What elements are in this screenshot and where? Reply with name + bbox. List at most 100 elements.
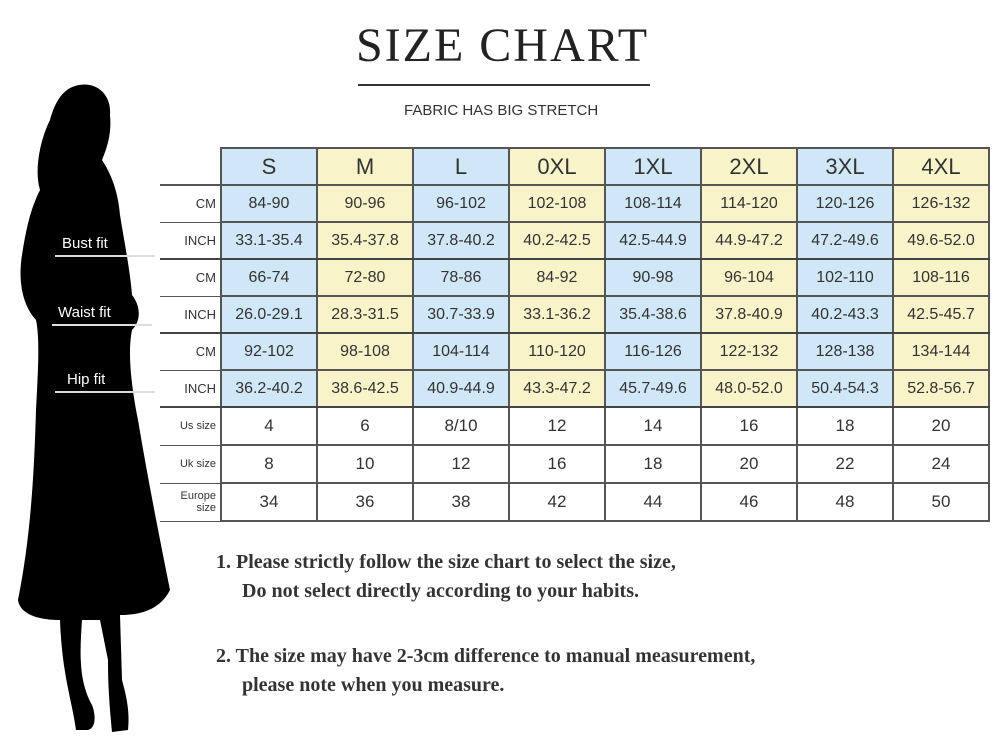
table-cell: 96-104 [700, 258, 798, 297]
table-cell: 20 [892, 406, 990, 446]
table-cell: 4 [220, 406, 318, 446]
table-cell: 48 [796, 482, 894, 522]
table-row: INCH 26.0-29.1 28.3-31.5 30.7-33.9 33.1-36.2… [160, 295, 990, 334]
table-row: CM 66-74 72-80 78-86 84-92 90-98 96-104 102-110… [160, 258, 990, 297]
table-cell: 26.0-29.1 [220, 295, 318, 334]
table-cell: 114-120 [700, 184, 798, 223]
table-cell: 20 [700, 444, 798, 484]
table-cell: 8/10 [412, 406, 510, 446]
size-header: L [412, 147, 510, 186]
row-label: INCH [160, 296, 222, 334]
table-cell: 47.2-49.6 [796, 221, 894, 260]
table-cell: 116-126 [604, 332, 702, 371]
table-cell: 10 [316, 444, 414, 484]
table-cell: 34 [220, 482, 318, 522]
note-1-line-2: Do not select directly according to your… [242, 580, 640, 602]
table-cell: 90-96 [316, 184, 414, 223]
table-cell: 104-114 [412, 332, 510, 371]
row-label: INCH [160, 370, 222, 408]
table-cell: 108-114 [604, 184, 702, 223]
size-header: S [220, 147, 318, 186]
row-label: INCH [160, 222, 222, 260]
table-cell: 46 [700, 482, 798, 522]
chart-subtitle: FABRIC HAS BIG STRETCH [404, 102, 599, 119]
table-cell: 38.6-42.5 [316, 369, 414, 408]
table-row: Europe size 34 36 38 42 44 46 48 50 [160, 482, 990, 522]
table-cell: 98-108 [316, 332, 414, 371]
table-cell: 36.2-40.2 [220, 369, 318, 408]
row-label: Us size [160, 407, 222, 446]
table-cell: 12 [412, 444, 510, 484]
woman-silhouette-icon [18, 84, 170, 733]
table-row: CM 84-90 90-96 96-102 102-108 108-114 114-120 1… [160, 184, 990, 223]
table-cell: 128-138 [796, 332, 894, 371]
note-2: 2. The size may have 2-3cm difference to… [216, 642, 755, 700]
table-cell: 96-102 [412, 184, 510, 223]
table-cell: 22 [796, 444, 894, 484]
row-label: CM [160, 185, 222, 223]
table-cell: 44 [604, 482, 702, 522]
table-cell: 33.1-35.4 [220, 221, 318, 260]
table-cell: 35.4-38.6 [604, 295, 702, 334]
table-cell: 36 [316, 482, 414, 522]
table-cell: 42.5-45.7 [892, 295, 990, 334]
size-header: 3XL [796, 147, 894, 186]
table-cell: 37.8-40.2 [412, 221, 510, 260]
fit-label-bust: Bust fit [62, 235, 108, 252]
fit-label-hip: Hip fit [67, 371, 106, 388]
table-cell: 120-126 [796, 184, 894, 223]
table-cell: 14 [604, 406, 702, 446]
table-row: Us size 4 6 8/10 12 14 16 18 20 [160, 406, 990, 446]
note-2-line-2: please note when you measure. [242, 674, 505, 696]
table-cell: 50.4-54.3 [796, 369, 894, 408]
table-cell: 16 [700, 406, 798, 446]
table-cell: 52.8-56.7 [892, 369, 990, 408]
table-cell: 126-132 [892, 184, 990, 223]
table-cell: 110-120 [508, 332, 606, 371]
table-cell: 40.2-42.5 [508, 221, 606, 260]
row-label: Europe size [160, 483, 222, 522]
table-cell: 108-116 [892, 258, 990, 297]
table-cell: 66-74 [220, 258, 318, 297]
note-2-line-1: 2. The size may have 2-3cm difference to… [216, 645, 756, 667]
size-header: 1XL [604, 147, 702, 186]
table-cell: 30.7-33.9 [412, 295, 510, 334]
row-label: Uk size [160, 445, 222, 484]
table-cell: 102-110 [796, 258, 894, 297]
table-cell: 12 [508, 406, 606, 446]
size-header: 2XL [700, 147, 798, 186]
table-cell: 8 [220, 444, 318, 484]
table-cell: 84-92 [508, 258, 606, 297]
table-row: CM 92-102 98-108 104-114 110-120 116-126 122-1… [160, 332, 990, 371]
note-1: 1. Please strictly follow the size chart… [216, 548, 676, 606]
size-header: M [316, 147, 414, 186]
row-label: CM [160, 259, 222, 297]
table-cell: 122-132 [700, 332, 798, 371]
table-cell: 42 [508, 482, 606, 522]
table-cell: 33.1-36.2 [508, 295, 606, 334]
table-cell: 102-108 [508, 184, 606, 223]
bust-fit-line [55, 255, 155, 257]
table-row: INCH 36.2-40.2 38.6-42.5 40.9-44.9 43.3-47.2… [160, 369, 990, 408]
table-cell: 35.4-37.8 [316, 221, 414, 260]
table-cell: 134-144 [892, 332, 990, 371]
table-cell: 72-80 [316, 258, 414, 297]
hip-fit-line [55, 391, 155, 393]
table-cell: 42.5-44.9 [604, 221, 702, 260]
table-cell: 78-86 [412, 258, 510, 297]
table-cell: 48.0-52.0 [700, 369, 798, 408]
title-underline [358, 84, 650, 86]
table-cell: 28.3-31.5 [316, 295, 414, 334]
table-cell: 24 [892, 444, 990, 484]
table-cell: 84-90 [220, 184, 318, 223]
table-cell: 90-98 [604, 258, 702, 297]
table-cell: 18 [796, 406, 894, 446]
size-header: 0XL [508, 147, 606, 186]
table-cell: 6 [316, 406, 414, 446]
chart-title: SIZE CHART [355, 19, 650, 72]
table-row: INCH 33.1-35.4 35.4-37.8 37.8-40.2 40.2-42.5… [160, 221, 990, 260]
table-cell: 50 [892, 482, 990, 522]
table-cell: 37.8-40.9 [700, 295, 798, 334]
table-cell: 49.6-52.0 [892, 221, 990, 260]
table-cell: 38 [412, 482, 510, 522]
